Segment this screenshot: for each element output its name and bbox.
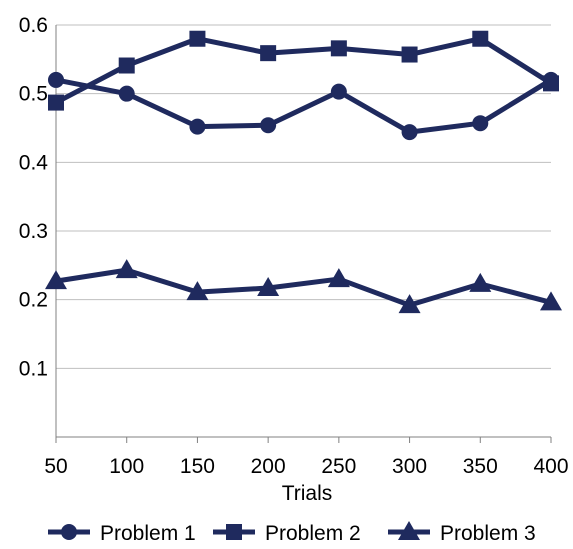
series-line: [55, 77, 553, 135]
legend: Problem 1 Problem 2 Problem 3: [48, 521, 536, 545]
legend-label: Problem 2: [265, 522, 361, 544]
triangle-point: [540, 291, 562, 311]
x-tick-label: 400: [533, 455, 568, 478]
circle-point: [118, 85, 135, 102]
y-tick-label: 0.2: [19, 289, 48, 312]
square-point: [401, 46, 418, 63]
series-line: [55, 267, 552, 308]
triangle-point: [327, 268, 350, 288]
x-axis-title: Trials: [282, 482, 333, 505]
axes: 0.1 0.2 0.3 0.4 0.5 0.6 50 100 150 200 250 300 350 40…: [19, 14, 569, 478]
y-tick-label: 0.3: [19, 220, 48, 243]
x-tick-label: 50: [44, 455, 67, 478]
circle-point: [472, 115, 489, 132]
square-point: [48, 94, 64, 111]
circle-point: [48, 71, 64, 88]
x-tick-label: 300: [392, 455, 427, 478]
legend-circle-marker: [61, 524, 77, 540]
x-tick-label: 250: [321, 455, 356, 478]
square-point: [189, 30, 206, 47]
series-line: [54, 36, 553, 105]
triangle-point: [469, 272, 492, 292]
x-tick-label: 100: [109, 455, 144, 478]
legend-item: Problem 3: [388, 521, 536, 545]
square-point: [330, 40, 347, 57]
circle-point: [330, 83, 347, 100]
x-tick-label: 200: [251, 455, 286, 478]
square-point: [118, 57, 135, 74]
x-tick-label: 350: [463, 455, 498, 478]
y-tick-label: 0.5: [19, 83, 48, 106]
square-point: [543, 75, 559, 92]
x-tick-label: 150: [180, 455, 215, 478]
series-1: [48, 71, 559, 141]
grid-lines: [56, 24, 551, 369]
legend-item: Problem 2: [213, 522, 361, 545]
y-tick-label: 0.4: [19, 151, 49, 174]
triangle-point: [186, 281, 209, 301]
triangle-point: [398, 294, 421, 314]
series-3: [45, 259, 562, 314]
circle-point: [189, 118, 206, 135]
legend-square-marker: [226, 524, 242, 540]
series-2: [48, 30, 559, 111]
legend-triangle-marker: [398, 521, 420, 540]
series-group: [45, 30, 562, 314]
triangle-point: [257, 276, 280, 296]
legend-item: Problem 1: [48, 522, 196, 545]
square-point: [472, 30, 489, 47]
y-tick-label: 0.6: [19, 14, 48, 37]
triangle-point: [115, 259, 138, 279]
triangle-point: [45, 270, 67, 290]
square-point: [260, 45, 277, 62]
y-tick-label: 0.1: [19, 357, 48, 380]
legend-label: Problem 3: [440, 522, 536, 544]
circle-point: [260, 117, 277, 134]
circle-point: [401, 124, 418, 141]
legend-label: Problem 1: [100, 522, 196, 544]
